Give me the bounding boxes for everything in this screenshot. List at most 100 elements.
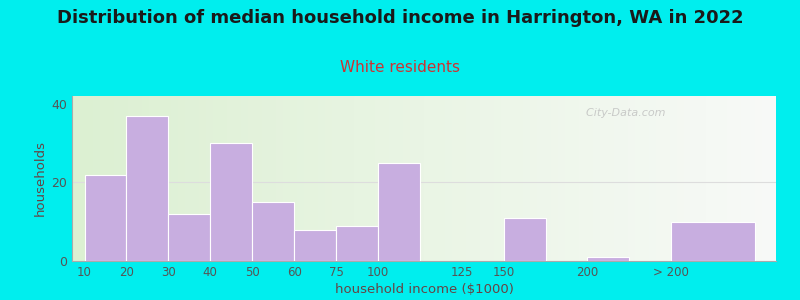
Bar bbox=[100, 96, 107, 261]
Bar bbox=[504, 218, 546, 261]
Bar bbox=[431, 96, 438, 261]
Y-axis label: households: households bbox=[34, 140, 47, 217]
Bar bbox=[587, 257, 630, 261]
Bar bbox=[346, 96, 354, 261]
Bar bbox=[318, 96, 326, 261]
Bar bbox=[170, 96, 178, 261]
Bar bbox=[283, 96, 290, 261]
Bar bbox=[635, 96, 642, 261]
Bar bbox=[748, 96, 755, 261]
Bar bbox=[220, 96, 227, 261]
Bar bbox=[294, 230, 336, 261]
Bar bbox=[628, 96, 635, 261]
Bar bbox=[459, 96, 466, 261]
Bar bbox=[361, 96, 368, 261]
Bar bbox=[494, 96, 502, 261]
Bar bbox=[614, 96, 621, 261]
Bar bbox=[726, 96, 734, 261]
Bar bbox=[537, 96, 544, 261]
Bar bbox=[304, 96, 311, 261]
Bar bbox=[417, 96, 424, 261]
Bar bbox=[227, 96, 234, 261]
Bar bbox=[298, 96, 304, 261]
Bar bbox=[656, 96, 663, 261]
Bar bbox=[424, 96, 431, 261]
Bar bbox=[487, 96, 494, 261]
Bar bbox=[593, 96, 600, 261]
Bar bbox=[713, 96, 720, 261]
Bar bbox=[600, 96, 607, 261]
Bar bbox=[157, 96, 163, 261]
Bar bbox=[438, 96, 445, 261]
Bar bbox=[192, 96, 198, 261]
Bar bbox=[142, 96, 150, 261]
Bar bbox=[586, 96, 593, 261]
Bar bbox=[389, 96, 396, 261]
Bar bbox=[354, 96, 361, 261]
Bar bbox=[210, 143, 252, 261]
Bar bbox=[607, 96, 614, 261]
Bar bbox=[72, 96, 79, 261]
Bar bbox=[670, 96, 678, 261]
Bar bbox=[198, 96, 206, 261]
Bar bbox=[445, 96, 452, 261]
Bar bbox=[452, 96, 459, 261]
Text: Distribution of median household income in Harrington, WA in 2022: Distribution of median household income … bbox=[57, 9, 743, 27]
Bar bbox=[290, 96, 298, 261]
Bar bbox=[206, 96, 213, 261]
Bar bbox=[572, 96, 579, 261]
Bar bbox=[480, 96, 487, 261]
Bar bbox=[466, 96, 474, 261]
Bar bbox=[128, 96, 135, 261]
Bar bbox=[515, 96, 522, 261]
Bar bbox=[333, 96, 339, 261]
Bar bbox=[509, 96, 515, 261]
Bar bbox=[368, 96, 374, 261]
Bar bbox=[720, 96, 726, 261]
Text: White residents: White residents bbox=[340, 60, 460, 75]
Bar bbox=[79, 96, 86, 261]
Bar bbox=[650, 96, 656, 261]
Bar bbox=[642, 96, 650, 261]
Bar bbox=[685, 96, 691, 261]
Bar bbox=[85, 175, 126, 261]
X-axis label: household income ($1000): household income ($1000) bbox=[334, 283, 514, 296]
Bar bbox=[382, 96, 389, 261]
Bar bbox=[502, 96, 509, 261]
Bar bbox=[671, 222, 755, 261]
Bar bbox=[93, 96, 100, 261]
Bar bbox=[474, 96, 480, 261]
Bar bbox=[374, 96, 382, 261]
Bar bbox=[135, 96, 142, 261]
Bar bbox=[114, 96, 122, 261]
Bar bbox=[762, 96, 769, 261]
Bar bbox=[530, 96, 537, 261]
Bar bbox=[663, 96, 670, 261]
Bar bbox=[755, 96, 762, 261]
Bar bbox=[378, 163, 420, 261]
Bar bbox=[168, 214, 210, 261]
Bar bbox=[255, 96, 262, 261]
Bar bbox=[122, 96, 128, 261]
Bar bbox=[107, 96, 114, 261]
Bar bbox=[403, 96, 410, 261]
Bar bbox=[396, 96, 403, 261]
Bar bbox=[678, 96, 685, 261]
Bar bbox=[276, 96, 283, 261]
Bar bbox=[734, 96, 741, 261]
Bar bbox=[241, 96, 248, 261]
Bar bbox=[550, 96, 558, 261]
Bar bbox=[178, 96, 185, 261]
Bar bbox=[698, 96, 706, 261]
Bar bbox=[522, 96, 530, 261]
Bar bbox=[410, 96, 417, 261]
Bar bbox=[706, 96, 713, 261]
Bar bbox=[326, 96, 333, 261]
Bar bbox=[252, 202, 294, 261]
Bar bbox=[126, 116, 168, 261]
Bar bbox=[579, 96, 586, 261]
Bar bbox=[339, 96, 346, 261]
Bar bbox=[741, 96, 748, 261]
Bar bbox=[311, 96, 318, 261]
Bar bbox=[558, 96, 565, 261]
